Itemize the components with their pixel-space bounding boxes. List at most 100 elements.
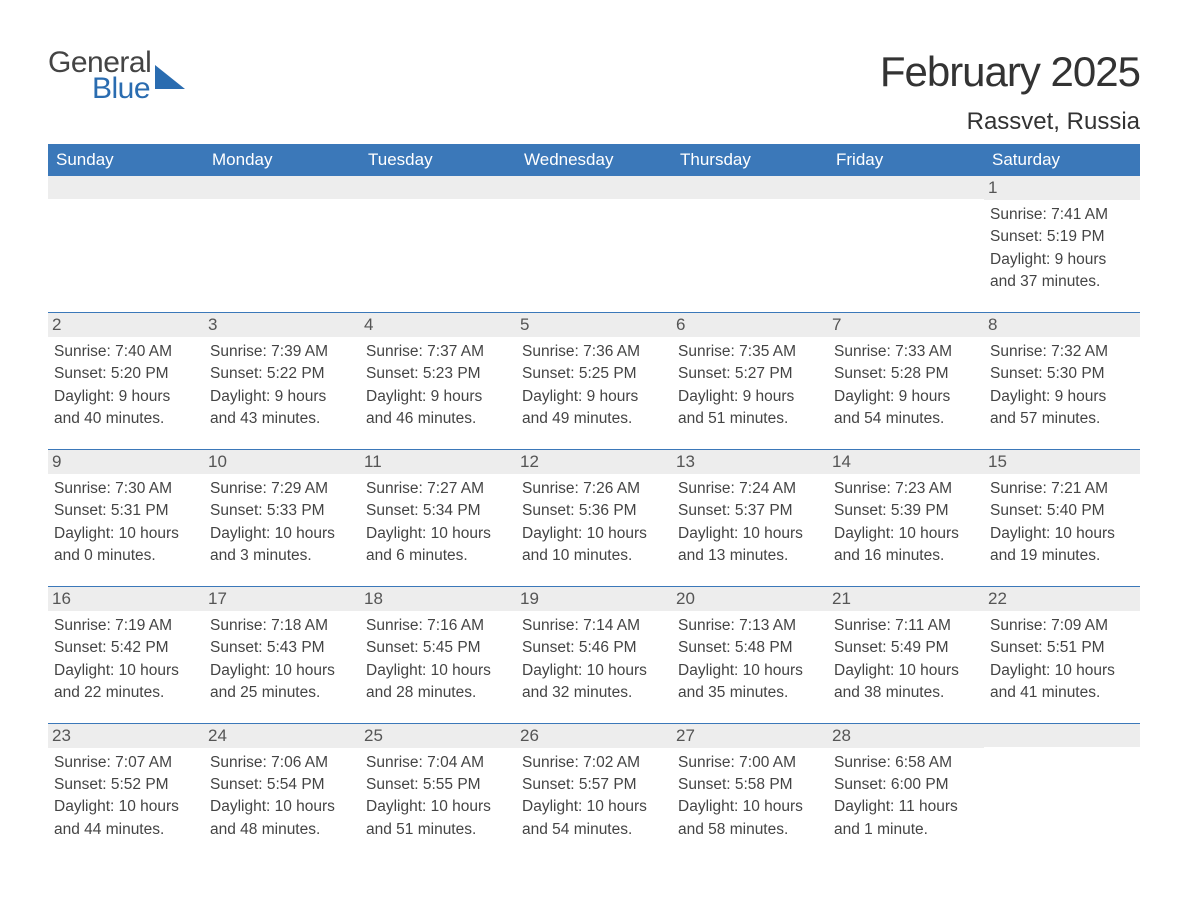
day-number: 11 bbox=[360, 450, 516, 474]
sunset-label: Sunset: 5:27 PM bbox=[678, 363, 822, 385]
sunrise-label: Sunrise: 7:27 AM bbox=[366, 478, 510, 500]
day-number: 21 bbox=[828, 587, 984, 611]
sunrise-label: Sunrise: 7:30 AM bbox=[54, 478, 198, 500]
logo-text-blue: Blue bbox=[92, 74, 151, 104]
sunrise-label: Sunrise: 7:40 AM bbox=[54, 341, 198, 363]
week-row: 16Sunrise: 7:19 AMSunset: 5:42 PMDayligh… bbox=[48, 586, 1140, 723]
day-number: 25 bbox=[360, 724, 516, 748]
day-number: 14 bbox=[828, 450, 984, 474]
page-header: General Blue February 2025 Rassvet, Russ… bbox=[48, 48, 1140, 136]
daylight-label: Daylight: 9 hours and 51 minutes. bbox=[678, 386, 822, 431]
day-number: 27 bbox=[672, 724, 828, 748]
sunset-label: Sunset: 5:52 PM bbox=[54, 774, 198, 796]
sunrise-label: Sunrise: 7:13 AM bbox=[678, 615, 822, 637]
daylight-label: Daylight: 10 hours and 16 minutes. bbox=[834, 523, 978, 568]
sunrise-label: Sunrise: 7:07 AM bbox=[54, 752, 198, 774]
sunset-label: Sunset: 5:40 PM bbox=[990, 500, 1134, 522]
day-number: 15 bbox=[984, 450, 1140, 474]
sunset-label: Sunset: 5:23 PM bbox=[366, 363, 510, 385]
sunset-label: Sunset: 5:20 PM bbox=[54, 363, 198, 385]
daylight-label: Daylight: 10 hours and 38 minutes. bbox=[834, 660, 978, 705]
flag-icon bbox=[155, 65, 185, 94]
header-saturday: Saturday bbox=[984, 144, 1140, 176]
location-label: Rassvet, Russia bbox=[880, 108, 1140, 136]
week-row: 1Sunrise: 7:41 AMSunset: 5:19 PMDaylight… bbox=[48, 176, 1140, 312]
daylight-label: Daylight: 9 hours and 49 minutes. bbox=[522, 386, 666, 431]
sunrise-label: Sunrise: 7:35 AM bbox=[678, 341, 822, 363]
header-monday: Monday bbox=[204, 144, 360, 176]
sunset-label: Sunset: 5:22 PM bbox=[210, 363, 354, 385]
day-cell: 28Sunrise: 6:58 AMSunset: 6:00 PMDayligh… bbox=[828, 723, 984, 859]
daylight-label: Daylight: 10 hours and 58 minutes. bbox=[678, 796, 822, 841]
daylight-label: Daylight: 9 hours and 57 minutes. bbox=[990, 386, 1134, 431]
daylight-label: Daylight: 10 hours and 10 minutes. bbox=[522, 523, 666, 568]
day-cell: 4Sunrise: 7:37 AMSunset: 5:23 PMDaylight… bbox=[360, 312, 516, 449]
day-number: 19 bbox=[516, 587, 672, 611]
week-row: 9Sunrise: 7:30 AMSunset: 5:31 PMDaylight… bbox=[48, 449, 1140, 586]
day-cell: 27 Sunrise: 7:00 AMSunset: 5:58 PMDayligh… bbox=[672, 723, 828, 859]
sunset-label: Sunset: 5:54 PM bbox=[210, 774, 354, 796]
daylight-label: Daylight: 10 hours and 51 minutes. bbox=[366, 796, 510, 841]
day-cell: 23Sunrise: 7:07 AMSunset: 5:52 PMDayligh… bbox=[48, 723, 204, 859]
sunrise-label: Sunrise: 7:29 AM bbox=[210, 478, 354, 500]
day-number: 12 bbox=[516, 450, 672, 474]
day-cell: 21Sunrise: 7:11 AMSunset: 5:49 PMDayligh… bbox=[828, 586, 984, 723]
day-cell: 25Sunrise: 7:04 AMSunset: 5:55 PMDayligh… bbox=[360, 723, 516, 859]
calendar-table: Sunday Monday Tuesday Wednesday Thursday… bbox=[48, 144, 1140, 859]
day-cell bbox=[204, 176, 360, 312]
daylight-label: Daylight: 10 hours and 0 minutes. bbox=[54, 523, 198, 568]
daylight-label: Daylight: 10 hours and 19 minutes. bbox=[990, 523, 1134, 568]
day-cell: 8Sunrise: 7:32 AMSunset: 5:30 PMDaylight… bbox=[984, 312, 1140, 449]
day-cell: 1Sunrise: 7:41 AMSunset: 5:19 PMDaylight… bbox=[984, 176, 1140, 312]
sunset-label: Sunset: 5:55 PM bbox=[366, 774, 510, 796]
sunrise-label: Sunrise: 7:11 AM bbox=[834, 615, 978, 637]
sunrise-label: Sunrise: 7:36 AM bbox=[522, 341, 666, 363]
sunrise-label: Sunrise: 7:00 AM bbox=[678, 752, 822, 774]
sunset-label: Sunset: 5:30 PM bbox=[990, 363, 1134, 385]
day-cell bbox=[360, 176, 516, 312]
day-number bbox=[48, 176, 204, 199]
sunrise-label: Sunrise: 7:33 AM bbox=[834, 341, 978, 363]
day-cell: 20Sunrise: 7:13 AMSunset: 5:48 PMDayligh… bbox=[672, 586, 828, 723]
sunrise-label: Sunrise: 7:39 AM bbox=[210, 341, 354, 363]
sunset-label: Sunset: 5:39 PM bbox=[834, 500, 978, 522]
daylight-label: Daylight: 10 hours and 3 minutes. bbox=[210, 523, 354, 568]
day-cell bbox=[48, 176, 204, 312]
day-number: 26 bbox=[516, 724, 672, 748]
day-number: 5 bbox=[516, 313, 672, 337]
daylight-label: Daylight: 10 hours and 32 minutes. bbox=[522, 660, 666, 705]
sunset-label: Sunset: 5:48 PM bbox=[678, 637, 822, 659]
day-cell bbox=[828, 176, 984, 312]
sunset-label: Sunset: 5:36 PM bbox=[522, 500, 666, 522]
day-cell: 14Sunrise: 7:23 AMSunset: 5:39 PMDayligh… bbox=[828, 449, 984, 586]
daylight-label: Daylight: 9 hours and 37 minutes. bbox=[990, 249, 1134, 294]
day-number bbox=[360, 176, 516, 199]
sunset-label: Sunset: 5:42 PM bbox=[54, 637, 198, 659]
daylight-label: Daylight: 10 hours and 48 minutes. bbox=[210, 796, 354, 841]
sunrise-label: Sunrise: 7:14 AM bbox=[522, 615, 666, 637]
title-block: February 2025 Rassvet, Russia bbox=[880, 48, 1140, 136]
day-cell: 10Sunrise: 7:29 AMSunset: 5:33 PMDayligh… bbox=[204, 449, 360, 586]
sunset-label: Sunset: 5:58 PM bbox=[678, 774, 822, 796]
daylight-label: Daylight: 10 hours and 22 minutes. bbox=[54, 660, 198, 705]
day-cell: 12Sunrise: 7:26 AMSunset: 5:36 PMDayligh… bbox=[516, 449, 672, 586]
sunset-label: Sunset: 5:25 PM bbox=[522, 363, 666, 385]
daylight-label: Daylight: 9 hours and 40 minutes. bbox=[54, 386, 198, 431]
day-number bbox=[828, 176, 984, 199]
daylight-label: Daylight: 10 hours and 44 minutes. bbox=[54, 796, 198, 841]
day-number: 17 bbox=[204, 587, 360, 611]
header-thursday: Thursday bbox=[672, 144, 828, 176]
sunrise-label: Sunrise: 7:06 AM bbox=[210, 752, 354, 774]
sunset-label: Sunset: 5:31 PM bbox=[54, 500, 198, 522]
day-number: 2 bbox=[48, 313, 204, 337]
day-number bbox=[516, 176, 672, 199]
sunrise-label: Sunrise: 7:32 AM bbox=[990, 341, 1134, 363]
day-cell: 24Sunrise: 7:06 AMSunset: 5:54 PMDayligh… bbox=[204, 723, 360, 859]
sunset-label: Sunset: 5:43 PM bbox=[210, 637, 354, 659]
daylight-label: Daylight: 10 hours and 13 minutes. bbox=[678, 523, 822, 568]
sunset-label: Sunset: 5:51 PM bbox=[990, 637, 1134, 659]
day-cell: 5 Sunrise: 7:36 AMSunset: 5:25 PMDaylight… bbox=[516, 312, 672, 449]
day-cell: 3Sunrise: 7:39 AMSunset: 5:22 PMDaylight… bbox=[204, 312, 360, 449]
day-number: 9 bbox=[48, 450, 204, 474]
day-number: 22 bbox=[984, 587, 1140, 611]
